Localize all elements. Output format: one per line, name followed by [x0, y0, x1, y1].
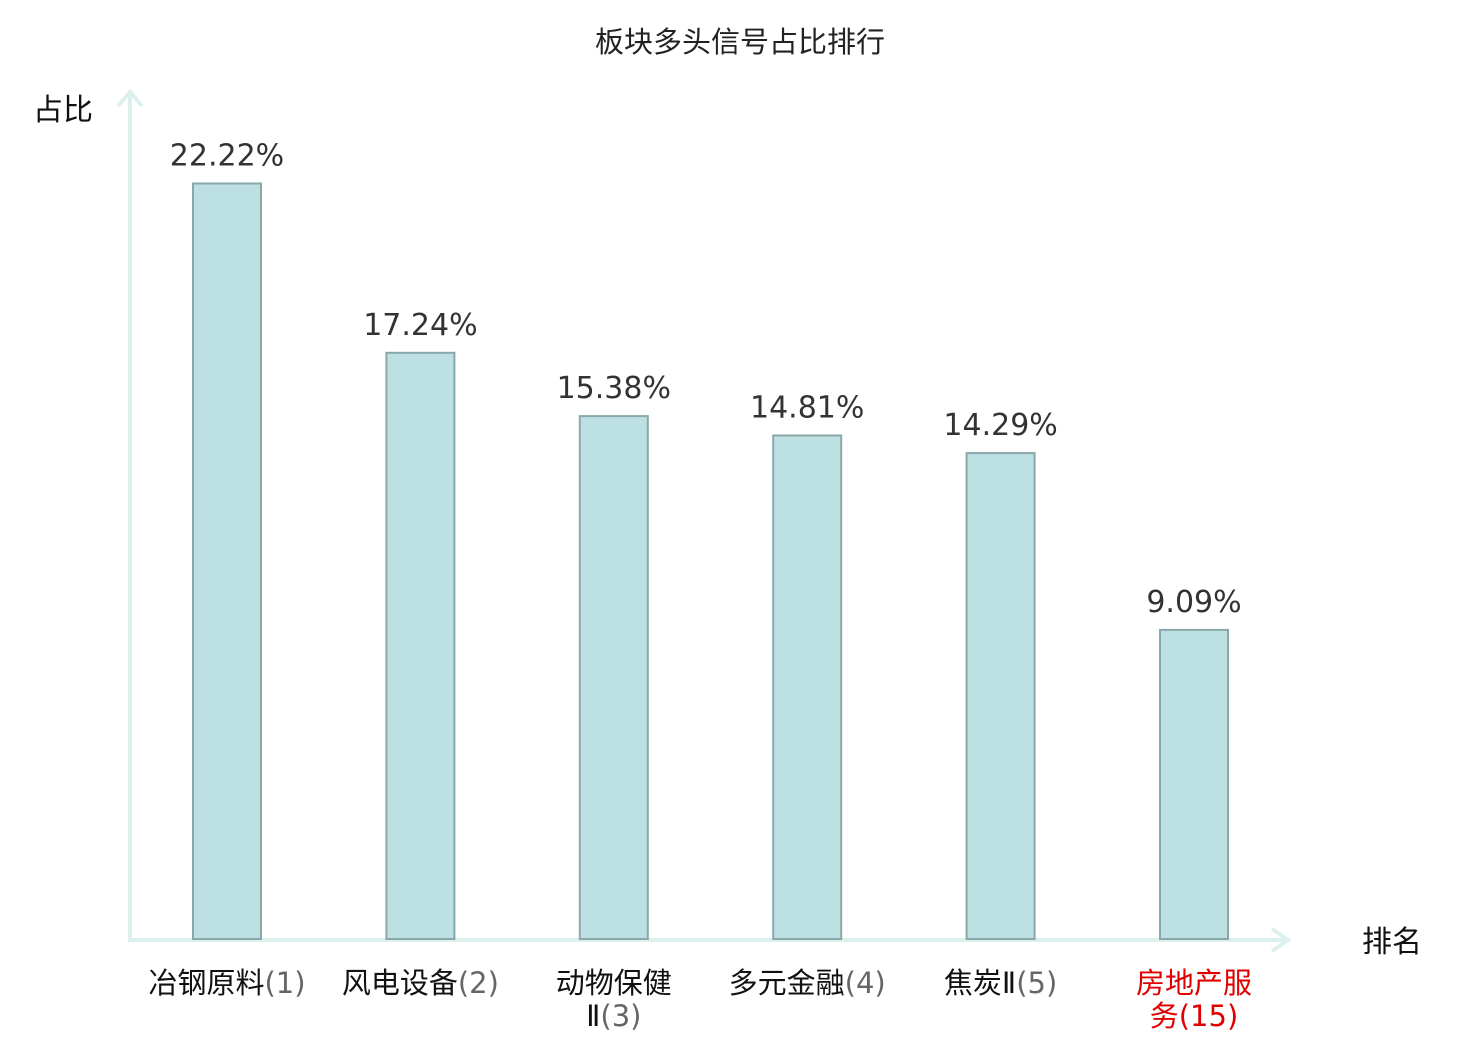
bar [385, 351, 456, 940]
category-label: 风电设备(2) [342, 966, 499, 1000]
x-axis-arrow [1270, 927, 1292, 953]
value-label: 14.29% [943, 408, 1057, 443]
bar [772, 434, 843, 940]
category-name-line1: 动物保健 [556, 966, 672, 1000]
value-label: 17.24% [363, 308, 477, 343]
bar [192, 182, 262, 940]
y-axis-arrow [116, 88, 144, 108]
chart-title: 板块多头信号占比排行 [595, 25, 885, 59]
category-name: 风电设备 [342, 966, 458, 1000]
bars-group [192, 182, 1229, 941]
value-labels-group: 22.22% 17.24% 15.38% 14.81% 14.29% 9.09% [170, 139, 1242, 620]
category-name-line2: Ⅱ [586, 999, 600, 1033]
category-name: 多元金融 [729, 966, 845, 1000]
value-label: 15.38% [557, 371, 671, 406]
category-label: 动物保健 Ⅱ(3) [556, 966, 672, 1033]
value-label: 22.22% [170, 139, 284, 174]
bar [965, 452, 1036, 940]
category-name-line2: 务 [1150, 999, 1179, 1033]
bar [578, 415, 649, 941]
category-rank: (2) [458, 966, 499, 1000]
category-rank: (5) [1016, 966, 1057, 1000]
x-axis-label: 排名 [1362, 925, 1422, 960]
category-name-line1: 房地产服 [1136, 966, 1252, 1000]
category-label: 焦炭Ⅱ(5) [944, 966, 1057, 1000]
category-label: 冶钢原料(1) [148, 966, 305, 1000]
value-label: 9.09% [1146, 585, 1241, 620]
category-labels-group: 冶钢原料(1) 风电设备(2) 动物保健 Ⅱ(3) 多元金融(4) 焦炭Ⅱ(5) 房地产服务… [148, 966, 1252, 1033]
category-rank: (3) [600, 999, 641, 1033]
category-label: 多元金融(4) [729, 966, 886, 1000]
category-label: 房地产服务(15) [1136, 966, 1252, 1033]
category-name: 焦炭Ⅱ [944, 966, 1016, 1000]
bar [1159, 628, 1229, 941]
category-rank: (4) [845, 966, 886, 1000]
category-rank: (15) [1179, 999, 1239, 1033]
category-name: 冶钢原料 [148, 966, 264, 1000]
value-label: 14.81% [750, 391, 864, 426]
y-axis-label: 占比 [33, 93, 93, 128]
category-rank: (1) [264, 966, 305, 1000]
